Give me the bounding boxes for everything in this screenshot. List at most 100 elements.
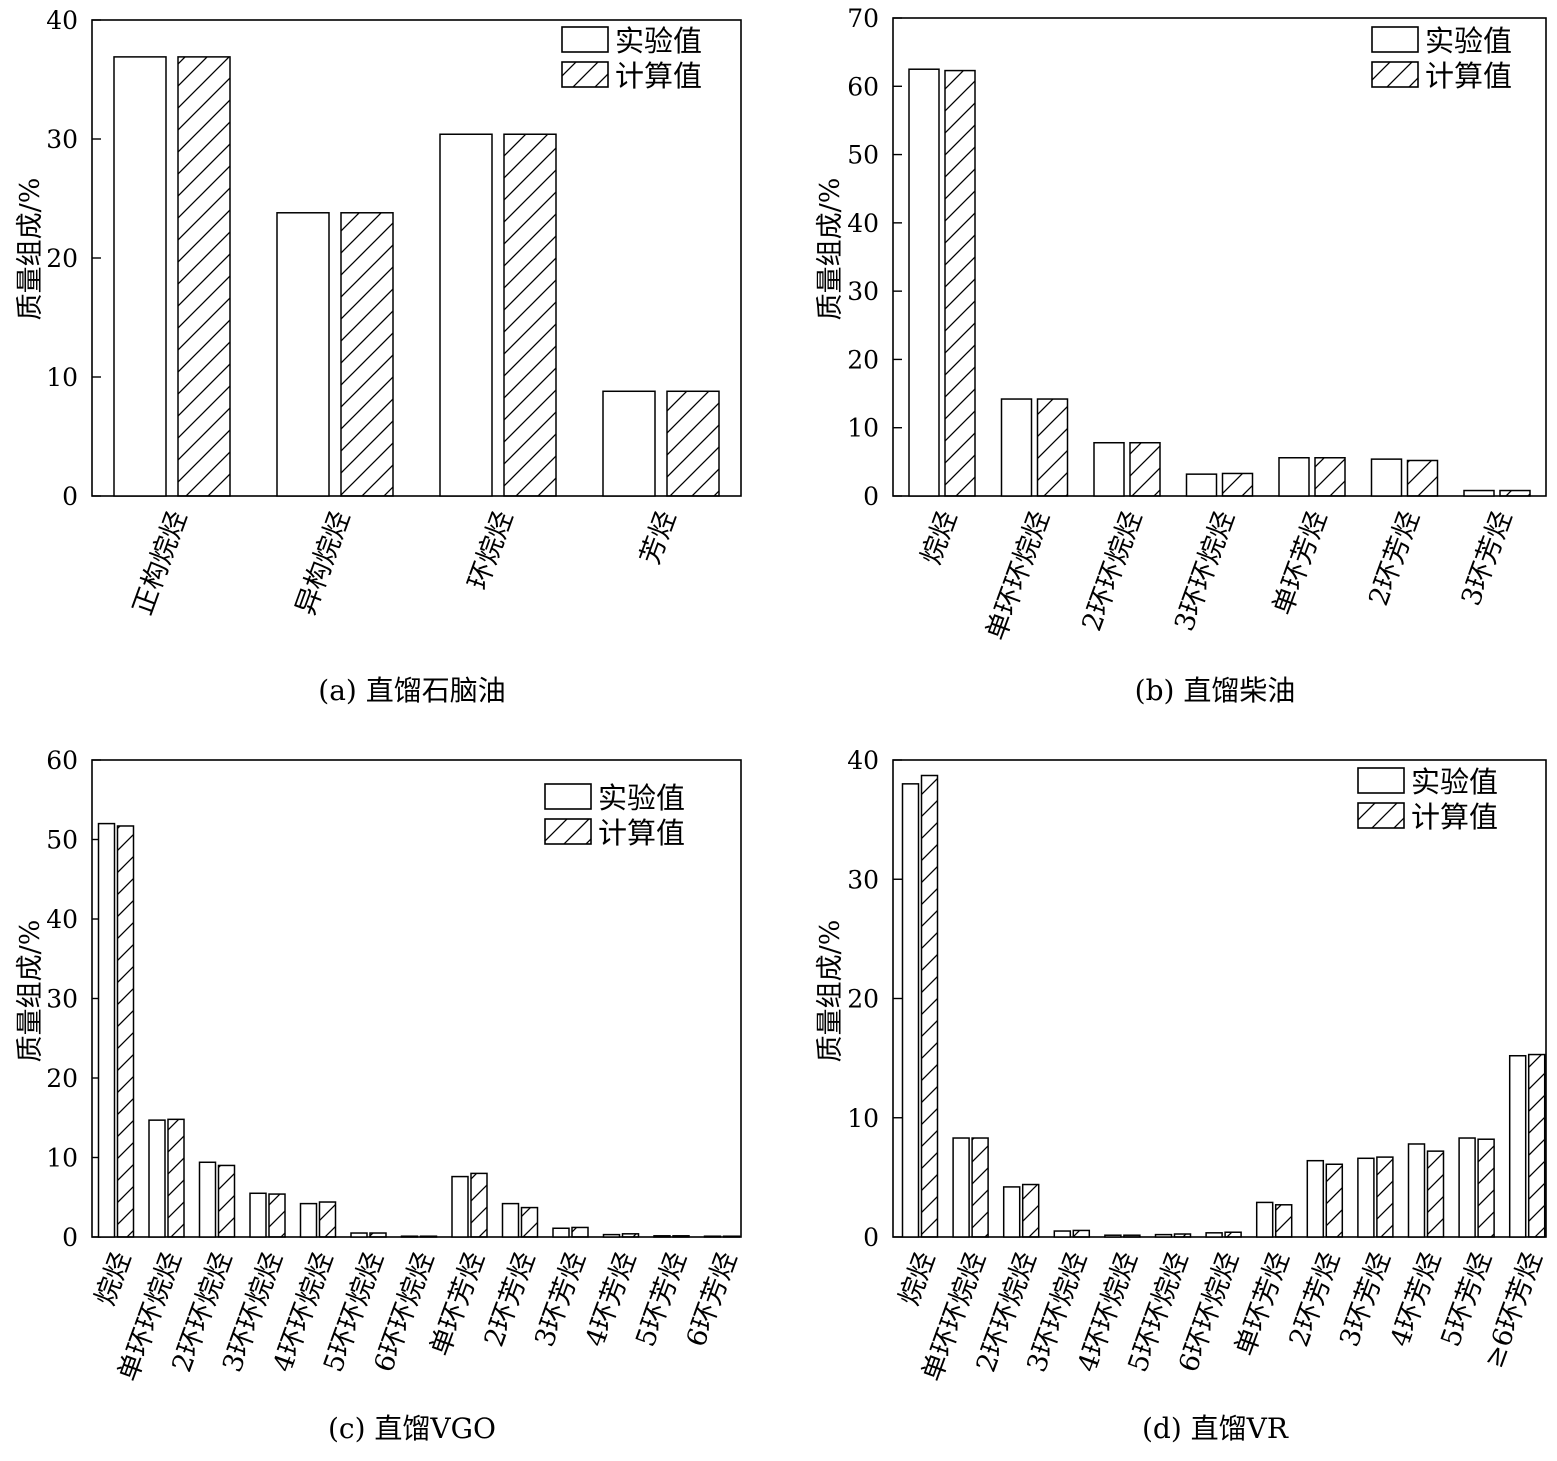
bar-experimental [1458, 1137, 1476, 1238]
y-tick-label: 10 [847, 414, 879, 443]
y-tick-label: 30 [847, 277, 879, 306]
bar-calculated [1129, 441, 1161, 497]
bar-experimental [1000, 398, 1033, 497]
y-tick-label: 50 [847, 141, 879, 170]
bar-experimental [552, 1227, 570, 1238]
bar-calculated [318, 1201, 337, 1238]
bar-calculated [944, 69, 976, 497]
y-tick-label: 60 [46, 746, 78, 775]
bar-experimental [1154, 1233, 1173, 1238]
y-tick-label: 20 [847, 345, 879, 374]
category-label: 2环芳烃 [1363, 507, 1426, 610]
category-label: 3环环烷烃 [1169, 507, 1241, 635]
category-label: 3环芳烃 [1456, 507, 1519, 610]
y-tick-label: 30 [847, 865, 879, 894]
y-tick-label: 40 [847, 209, 879, 238]
bar-experimental [1370, 458, 1403, 497]
bar-experimental [198, 1161, 217, 1238]
y-tick-label: 40 [46, 905, 78, 934]
y-tick-label: 0 [62, 482, 78, 511]
panel-d: 010203040质量组成/%烷烃单环环烷烃2环环烷烃3环环烷烃4环环烷烃5环环… [815, 746, 1549, 1445]
bar-experimental [1255, 1201, 1274, 1238]
bar-calculated [167, 1118, 185, 1238]
bar-experimental [97, 822, 116, 1238]
bar-experimental [113, 56, 167, 497]
legend-label-calculated: 计算值 [615, 59, 702, 93]
y-tick-label: 10 [847, 1104, 879, 1133]
plot-frame [892, 17, 1547, 497]
bar-calculated [1173, 1233, 1192, 1238]
bar-calculated [920, 774, 939, 1238]
bar-calculated [1314, 457, 1346, 497]
legend-swatch-experimental [544, 783, 592, 810]
bar-experimental [1407, 1143, 1426, 1238]
bar-calculated [1325, 1163, 1344, 1238]
legend-label-calculated: 计算值 [598, 816, 685, 850]
y-tick-label: 50 [46, 826, 78, 855]
bar-experimental [1306, 1159, 1325, 1238]
legend-swatch-experimental [561, 26, 609, 53]
bar-experimental [1205, 1232, 1223, 1238]
category-label: 单环环烷烃 [981, 507, 1056, 644]
bar-experimental [439, 133, 493, 497]
bar-experimental [908, 68, 940, 497]
bar-experimental [451, 1175, 469, 1238]
bar-calculated [1224, 1231, 1242, 1238]
bar-experimental [1053, 1230, 1072, 1238]
legend-swatch-calculated [561, 61, 609, 88]
bar-experimental [1093, 441, 1125, 497]
bar-experimental [1185, 473, 1218, 497]
category-label: 环烷烃 [463, 507, 520, 594]
y-tick-label: 0 [863, 482, 879, 511]
legend-label-experimental: 实验值 [615, 24, 702, 58]
y-tick-label: 40 [46, 6, 78, 35]
bar-calculated [268, 1193, 286, 1238]
bar-experimental [1278, 457, 1310, 497]
legend-swatch-calculated [544, 818, 592, 845]
panel-c: 0102030405060质量组成/%烷烃单环环烷烃2环环烷烃3环环烷烃4环环烷… [15, 746, 743, 1445]
legend-swatch-experimental [1357, 767, 1405, 794]
bar-experimental [602, 390, 656, 497]
bar-experimental [249, 1192, 267, 1238]
legend-label-calculated: 计算值 [1425, 59, 1512, 93]
bar-experimental [1508, 1054, 1527, 1238]
bar-calculated [1036, 398, 1069, 497]
bar-experimental [1357, 1157, 1375, 1238]
y-tick-label: 20 [46, 244, 78, 273]
bar-experimental [276, 212, 330, 497]
bar-calculated [621, 1233, 640, 1238]
y-axis-title: 质量组成/% [815, 920, 846, 1063]
bar-experimental [602, 1233, 621, 1238]
legend-label-experimental: 实验值 [598, 781, 685, 815]
category-label: 正构烷烃 [127, 507, 193, 619]
bar-calculated [503, 133, 557, 497]
panel-caption: (b) 直馏柴油 [1135, 674, 1296, 707]
bar-calculated [1274, 1204, 1293, 1238]
bar-calculated [1376, 1156, 1394, 1238]
category-label: 异构烷烃 [290, 507, 356, 619]
bar-calculated [340, 212, 394, 497]
bar-calculated [369, 1232, 387, 1238]
bar-experimental [350, 1232, 368, 1238]
bar-calculated [1072, 1229, 1091, 1238]
panel-caption: (c) 直馏VGO [328, 1412, 496, 1445]
bar-calculated [1477, 1138, 1495, 1238]
y-tick-label: 10 [46, 363, 78, 392]
y-axis-title: 质量组成/% [815, 178, 846, 321]
category-label: 烷烃 [90, 1248, 138, 1309]
category-label: 烷烃 [916, 507, 964, 568]
bar-experimental [400, 1235, 419, 1238]
category-label: 2环环烷烃 [1077, 507, 1149, 635]
y-tick-label: 70 [847, 4, 879, 33]
bar-calculated [1123, 1234, 1141, 1238]
category-label: 芳烃 [635, 507, 683, 568]
bar-calculated [672, 1235, 690, 1238]
panel-caption: (a) 直馏石脑油 [318, 674, 505, 707]
legend-label-experimental: 实验值 [1425, 24, 1512, 58]
bar-calculated [419, 1235, 438, 1238]
panel-b: 0 10 20 30 40 50 60 70 质量组成/% 烷烃 单环环烷烃 2环环烷烃 3环环烷烃 单环… [815, 4, 1547, 707]
bar-experimental [299, 1202, 318, 1238]
